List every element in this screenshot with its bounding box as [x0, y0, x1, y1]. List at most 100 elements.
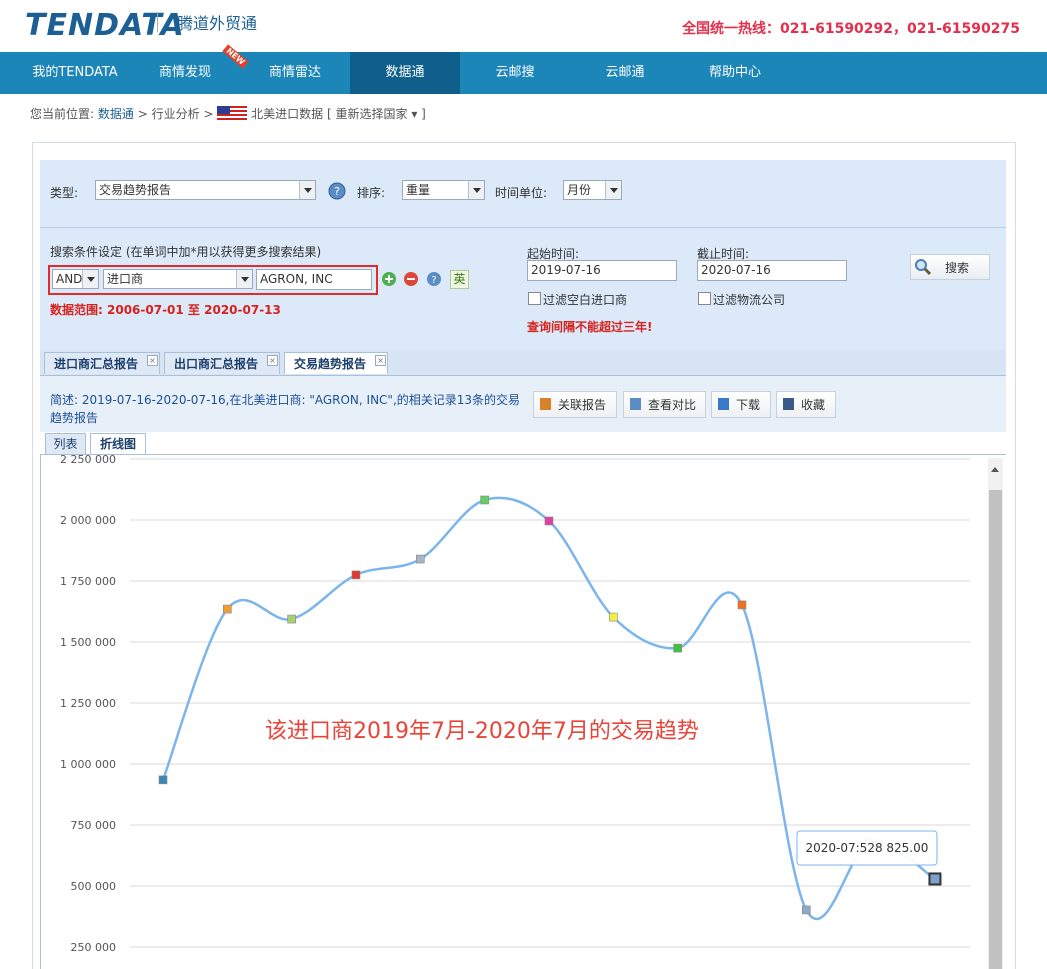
nav-item[interactable]: 数据通	[350, 52, 460, 94]
filter-logistics: 过滤物流公司	[713, 293, 786, 307]
checkbox[interactable]	[698, 292, 711, 305]
y-tick-label: 250 000	[71, 941, 117, 954]
us-flag	[217, 106, 248, 120]
y-tick-label: 2 250 000	[60, 455, 116, 466]
tab-close[interactable]: ×	[267, 355, 278, 366]
data-point	[416, 554, 425, 564]
reselect-country[interactable]: [ 重新选择国家 ▾ ]	[327, 107, 426, 121]
breadcrumb-prefix: 您当前位置:	[30, 107, 95, 121]
chart-panel	[40, 455, 1007, 969]
data-point	[480, 495, 489, 505]
sort-select[interactable]: 重量	[402, 180, 485, 200]
search-button[interactable]: 搜索	[910, 254, 990, 280]
unit-value: 月份	[567, 183, 592, 197]
search-label: 搜索	[945, 261, 970, 275]
unit-label: 时间单位:	[495, 186, 548, 200]
breadcrumb: 您当前位置: 数据通 > 行业分析 > 北美进口数据 [ 重新选择国家 ▾ ]	[30, 105, 426, 122]
svg-text:?: ?	[334, 185, 340, 198]
nav-bar	[0, 52, 1047, 94]
logo[interactable]: TENDATA	[25, 8, 185, 43]
sort-value: 重量	[406, 183, 431, 197]
type-select[interactable]: 交易趋势报告	[95, 180, 316, 200]
filter-blank: 过滤空白进口商	[543, 293, 628, 307]
add-icon[interactable]	[382, 272, 396, 286]
breadcrumb-link[interactable]: 数据通	[97, 107, 134, 121]
start-label: 起始时间:	[527, 247, 580, 261]
end-label: 截止时间:	[697, 247, 750, 261]
action-icon	[630, 398, 641, 410]
breadcrumb-separator: >	[203, 107, 214, 121]
breadcrumb-separator: >	[137, 107, 148, 121]
range-label: 数据范围:	[50, 303, 103, 317]
view-tab[interactable]: 折线图	[90, 433, 146, 454]
annotation: 该进口商2019年7月-2020年7月的交易趋势	[265, 719, 699, 744]
y-tick-label: 2 000 000	[60, 514, 116, 527]
type-label: 类型:	[50, 186, 79, 200]
search-icon	[915, 259, 932, 276]
nav-item[interactable]: 云邮通	[605, 65, 645, 80]
keyword-input[interactable]: AGRON, INC	[256, 269, 372, 290]
data-point	[928, 872, 942, 886]
field-value: 进口商	[107, 272, 144, 286]
data-point	[544, 516, 554, 526]
nav-item[interactable]: 商情发现	[158, 65, 211, 80]
svg-text:?: ?	[431, 275, 436, 286]
warning: 查询间隔不能超过三年!	[527, 320, 653, 334]
end-value: 2020-07-16	[701, 263, 771, 277]
summary-text: 简述: 2019-07-16-2020-07-16,在北美进口商: "AGRON…	[50, 393, 521, 425]
y-tick-label: 1 250 000	[60, 697, 116, 710]
condition-icons: ?	[382, 272, 441, 286]
nav-item[interactable]: 我的TENDATA	[32, 65, 118, 80]
operator-select[interactable]: AND	[52, 269, 99, 289]
divider	[157, 12, 158, 32]
data-point	[737, 600, 747, 610]
nav-item[interactable]: 帮助中心	[708, 65, 761, 80]
breadcrumb-item: 北美进口数据	[251, 107, 324, 121]
tooltip-box	[796, 830, 938, 866]
hotline: 全国统一热线：021-61590292，021-61590275	[682, 21, 1020, 37]
start-value: 2019-07-16	[531, 263, 601, 277]
conditions-label: 搜索条件设定 (在单词中加*用以获得更多搜索结果)	[50, 245, 322, 259]
field-select[interactable]: 进口商	[103, 269, 253, 289]
end-input[interactable]: 2020-07-16	[697, 260, 847, 281]
help-icon[interactable]: ?	[427, 272, 441, 286]
main-box	[32, 142, 1016, 969]
checkbox[interactable]	[528, 292, 541, 305]
scrollbar-thumb[interactable]	[989, 490, 1002, 969]
report-tab[interactable]: 交易趋势报告	[284, 352, 388, 374]
y-tick-label: 750 000	[71, 819, 117, 832]
summary-panel	[40, 376, 1006, 432]
highlight-box	[48, 265, 378, 295]
chart: 250 000 500 000 750 000 1 000 000 1 250 000 1…	[60, 455, 970, 954]
data-point	[801, 905, 811, 915]
breadcrumb-item: 行业分析	[151, 107, 200, 121]
data-point	[158, 775, 168, 785]
help-icon[interactable]: ?	[327, 181, 347, 201]
tooltip: 2020-07:528 825.00	[806, 841, 929, 855]
keyword-value: AGRON, INC	[260, 272, 333, 286]
scroll-up[interactable]	[991, 463, 999, 472]
report-tab[interactable]: 出口商汇总报告	[164, 352, 280, 374]
remove-icon[interactable]	[404, 272, 418, 286]
action-icon	[540, 398, 551, 410]
type-value: 交易趋势报告	[99, 183, 172, 197]
nav-item[interactable]: 云邮搜	[495, 65, 535, 80]
data-point	[673, 643, 682, 653]
tab-close[interactable]: ×	[147, 355, 158, 366]
tab-close[interactable]: ×	[375, 355, 386, 366]
data-range: 数据范围: 2006-07-01 至 2020-07-13	[50, 301, 281, 318]
range-value: 2006-07-01 至 2020-07-13	[107, 303, 281, 317]
y-tick-label: 1 500 000	[60, 636, 116, 649]
start-input[interactable]: 2019-07-16	[527, 260, 677, 281]
action-icon	[783, 398, 794, 410]
data-point	[223, 604, 232, 614]
nav-item[interactable]: 商情雷达	[268, 65, 321, 80]
y-tick-label: 500 000	[71, 880, 117, 893]
unit-select[interactable]: 月份	[563, 180, 622, 200]
lang-button[interactable]: 英	[450, 270, 469, 289]
report-tab[interactable]: 进口商汇总报告	[44, 352, 160, 374]
view-tab-line	[40, 454, 1006, 455]
y-tick-label: 1 750 000	[60, 575, 116, 588]
view-tab[interactable]: 列表	[45, 433, 86, 454]
